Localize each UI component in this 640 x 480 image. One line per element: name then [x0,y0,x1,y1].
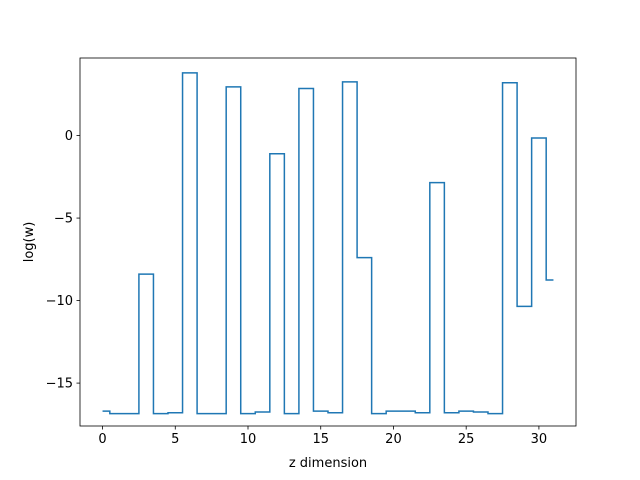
y-tick-label: −10 [46,294,73,309]
plot-area [102,72,554,415]
x-tick-label: 20 [385,432,402,447]
plot-frame [79,57,577,427]
x-tick-label: 0 [98,432,106,447]
x-tick-label: 30 [531,432,548,447]
y-tick-label: −5 [54,212,73,227]
axes: 0 5 10 15 20 25 30 −15 −10 −5 0 [46,57,577,447]
y-tick-label: 0 [65,129,73,144]
y-axis-label: log(w) [22,222,37,263]
series-line-0 [102,72,554,415]
x-tick-label: 10 [240,432,257,447]
x-tick-label: 15 [312,432,329,447]
x-axis-label: z dimension [289,456,367,471]
y-tick-label: −15 [46,377,73,392]
x-tick-label: 5 [171,432,179,447]
x-tick-label: 25 [458,432,475,447]
